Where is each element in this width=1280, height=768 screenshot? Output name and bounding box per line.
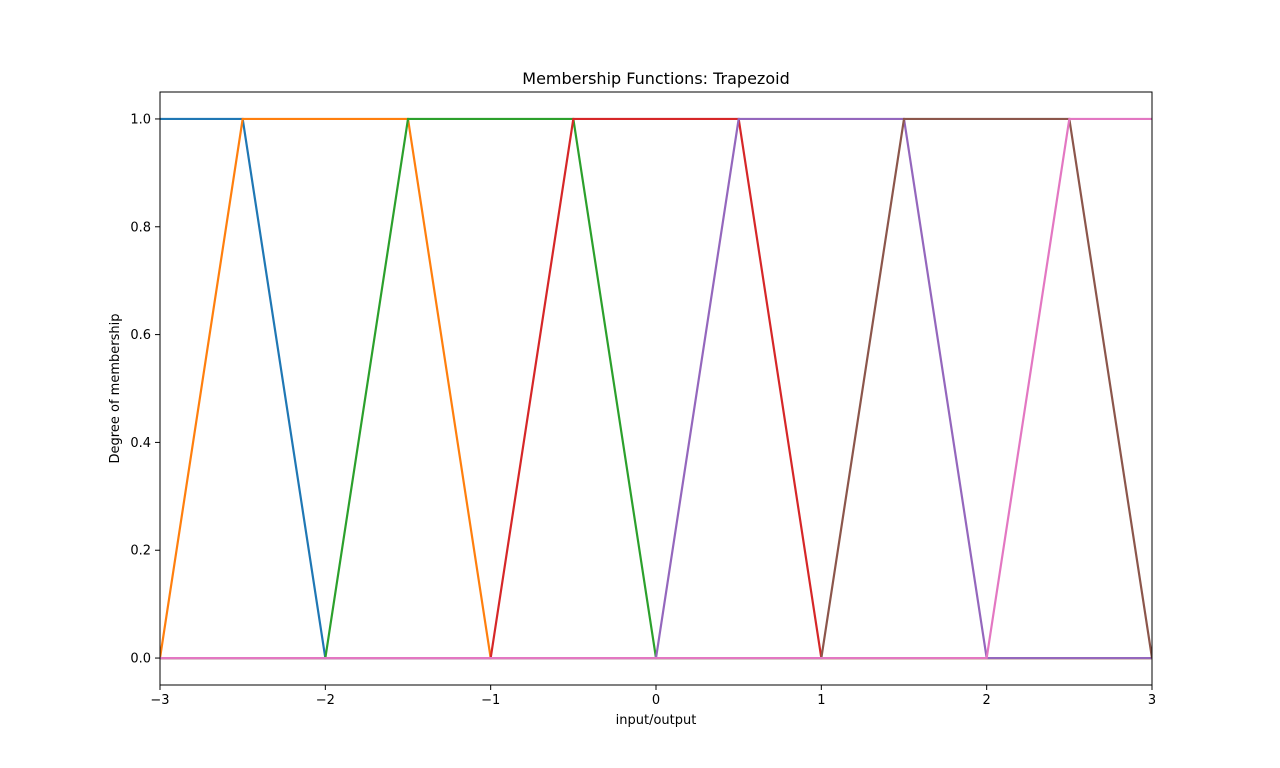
y-tick-label: 0.0 <box>130 652 151 667</box>
x-tick-label: 0 <box>652 693 660 708</box>
x-tick-label: −2 <box>316 693 335 708</box>
y-tick-label: 0.4 <box>130 436 151 451</box>
series-line-mf7 <box>160 117 1152 660</box>
y-axis-label: Degree of membership <box>108 314 123 464</box>
y-tick-label: 1.0 <box>130 112 151 127</box>
y-tick-label: 0.8 <box>130 220 151 235</box>
plot-area <box>160 92 1152 685</box>
y-axis: 0.0 0.2 0.4 0.6 0.8 1.0 <box>130 112 160 667</box>
series-layer <box>160 117 1152 660</box>
x-tick-label: 1 <box>817 693 825 708</box>
x-tick-label: 3 <box>1148 693 1156 708</box>
y-tick-label: 0.2 <box>130 544 151 559</box>
x-axis-label: input/output <box>616 713 697 728</box>
x-axis: −3 −2 −1 0 1 2 3 <box>150 685 1156 708</box>
y-tick-label: 0.6 <box>130 328 151 343</box>
chart-title: Membership Functions: Trapezoid <box>522 69 789 88</box>
x-tick-label: 2 <box>983 693 991 708</box>
x-tick-label: −3 <box>150 693 169 708</box>
x-tick-label: −1 <box>481 693 500 708</box>
